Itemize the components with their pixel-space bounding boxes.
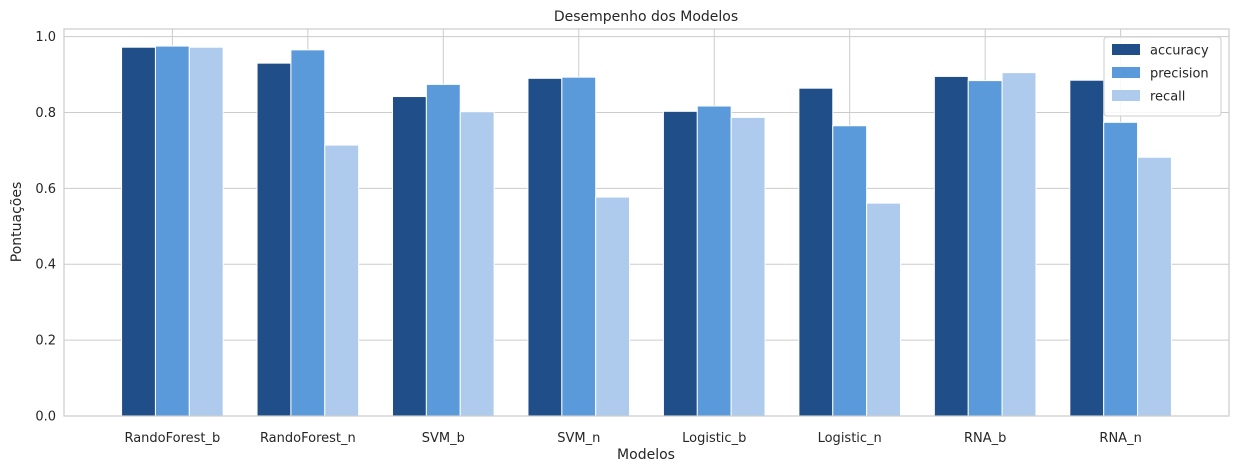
bar-accuracy-RandoForest_n [256, 62, 292, 417]
bar-accuracy-RNA_b [933, 75, 969, 417]
x-tick-label: SVM_b [422, 431, 465, 446]
y-tick-label: 0.8 [35, 106, 56, 121]
x-tick-label: RNA_b [964, 431, 1006, 446]
legend: accuracy precision recall [1103, 36, 1222, 117]
y-tick-label: 1.0 [35, 30, 56, 45]
bar-recall-Logistic_b [730, 116, 766, 417]
chart-title: Desempenho dos Modelos [554, 9, 738, 25]
y-axis-ticks: 0.0 0.2 0.4 0.6 0.8 1.0 [35, 30, 56, 424]
y-tick-label: 0.0 [35, 410, 56, 425]
legend-label-precision: precision [1150, 67, 1209, 82]
legend-label-recall: recall [1150, 90, 1185, 105]
y-tick-label: 0.6 [35, 182, 56, 197]
bar-accuracy-SVM_n [527, 77, 563, 417]
bar-recall-SVM_b [459, 111, 495, 417]
bar-accuracy-Logistic_n [798, 87, 834, 417]
bar-precision-SVM_b [425, 83, 461, 417]
x-axis-label: Modelos [617, 447, 675, 463]
bar-precision-SVM_n [561, 76, 597, 417]
x-tick-label: RandoForest_b [124, 431, 220, 446]
bar-precision-RandoForest_n [290, 49, 326, 417]
bar-accuracy-Logistic_b [662, 110, 698, 417]
bar-accuracy-RandoForest_b [121, 46, 156, 417]
bars [121, 45, 1172, 417]
x-tick-label: RandoForest_n [260, 431, 356, 446]
legend-swatch-accuracy [1112, 44, 1140, 55]
bar-precision-RandoForest_b [154, 45, 190, 417]
bar-precision-RNA_b [967, 80, 1003, 417]
grid [64, 29, 1229, 417]
bar-recall-RNA_n [1137, 156, 1172, 417]
bar-accuracy-SVM_b [392, 96, 427, 417]
legend-swatch-precision [1112, 67, 1140, 78]
bar-accuracy-RNA_n [1069, 79, 1105, 417]
bar-recall-RandoForest_n [324, 144, 360, 417]
y-axis-label: Pontuações [9, 182, 25, 263]
y-tick-label: 0.4 [35, 258, 56, 273]
bar-recall-RNA_b [1001, 72, 1037, 417]
y-tick-label: 0.2 [35, 334, 56, 349]
bar-recall-SVM_n [595, 196, 631, 417]
bar-recall-RandoForest_b [188, 46, 224, 417]
legend-swatch-recall [1112, 90, 1140, 101]
bar-recall-Logistic_n [866, 202, 901, 417]
bar-precision-Logistic_b [696, 105, 732, 417]
bar-precision-RNA_n [1103, 121, 1139, 417]
x-tick-label: Logistic_n [818, 431, 882, 446]
x-tick-label: RNA_n [1099, 431, 1141, 446]
x-tick-label: SVM_n [557, 431, 600, 446]
x-tick-label: Logistic_b [682, 431, 746, 446]
plot-frame [63, 28, 1230, 417]
legend-label-accuracy: accuracy [1150, 44, 1209, 59]
x-axis-ticks: RandoForest_b RandoForest_n SVM_b SVM_n Logi… [124, 431, 1141, 446]
bar-precision-Logistic_n [832, 125, 868, 417]
